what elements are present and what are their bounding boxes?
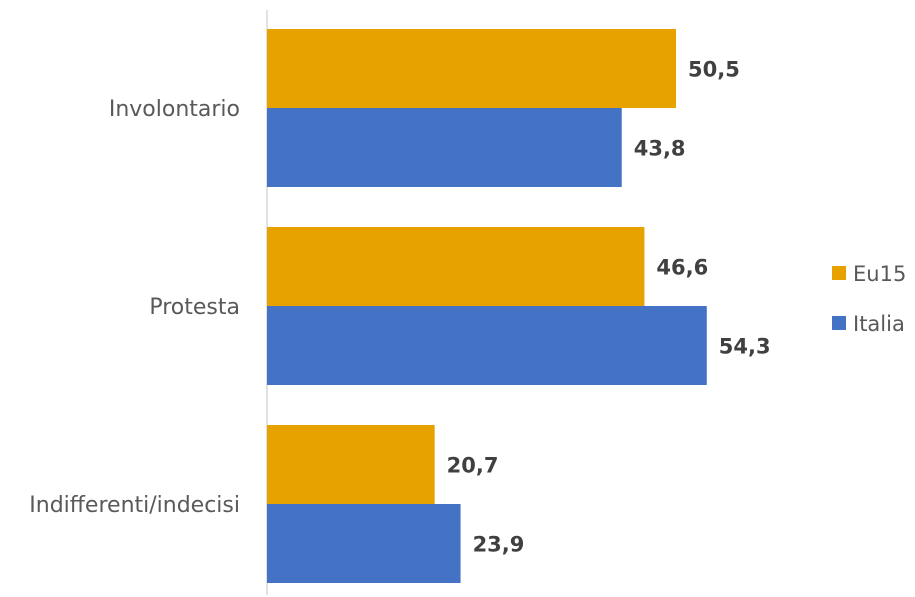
bar-italia-protesta xyxy=(267,306,707,385)
bar-italia-indifferenti-indecisi xyxy=(267,504,461,583)
data-label-eu15-indifferenti-indecisi: 20,7 xyxy=(447,454,499,478)
legend-label-eu15: Eu15 xyxy=(853,262,906,286)
legend-swatch-italia xyxy=(832,316,846,330)
bars-layer: 50,5 43,8 46,6 54,3 20,7 23,9 xyxy=(267,29,771,583)
legend-label-italia: Italia xyxy=(853,312,905,336)
data-label-eu15-involontario: 50,5 xyxy=(688,58,740,82)
data-label-eu15-protesta: 46,6 xyxy=(656,256,708,280)
legend-swatch-eu15 xyxy=(832,266,846,280)
bar-italia-involontario xyxy=(267,108,622,187)
bar-eu15-indifferenti-indecisi xyxy=(267,425,435,504)
category-label-indifferenti: Indifferenti/indecisi xyxy=(29,493,240,518)
data-label-italia-indifferenti-indecisi: 23,9 xyxy=(473,533,525,557)
category-label-involontario: Involontario xyxy=(109,97,240,122)
category-label-protesta: Protesta xyxy=(149,295,240,320)
legend: Eu15 Italia xyxy=(832,262,906,336)
data-label-italia-protesta: 54,3 xyxy=(719,335,771,359)
bar-eu15-involontario xyxy=(267,29,676,108)
data-label-italia-involontario: 43,8 xyxy=(634,137,686,161)
bar-eu15-protesta xyxy=(267,227,645,306)
